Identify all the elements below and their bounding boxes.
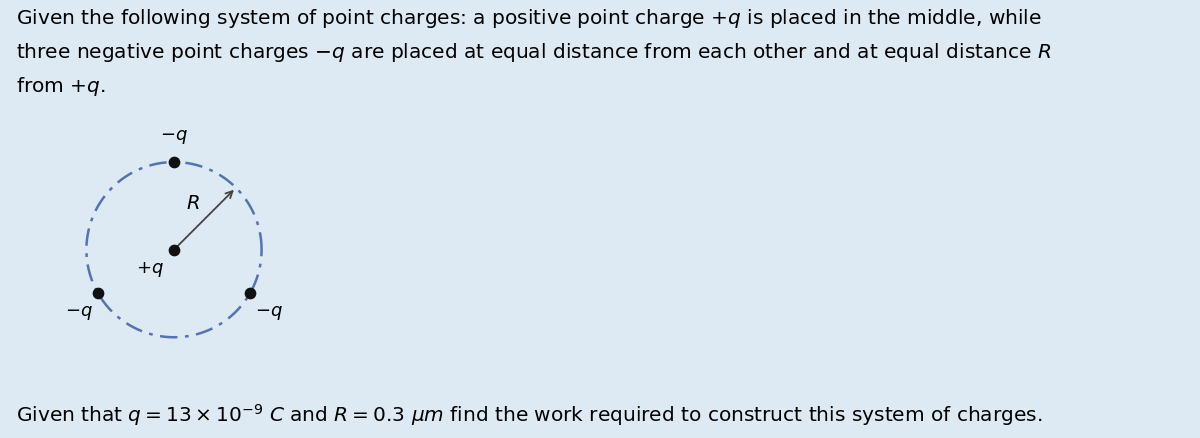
Text: $+q$: $+q$	[136, 260, 163, 279]
Point	[164, 246, 184, 253]
Text: $-q$: $-q$	[65, 304, 92, 322]
Text: $-q$: $-q$	[256, 304, 283, 322]
Text: $R$: $R$	[186, 194, 200, 213]
Text: Given that $q = 13 \times 10^{-9}$ $C$ and $R = 0.3$ $\mu m$ find the work requi: Given that $q = 13 \times 10^{-9}$ $C$ a…	[16, 403, 1042, 428]
Point	[240, 290, 259, 297]
Text: Given the following system of point charges: a positive point charge $+q$ is pla: Given the following system of point char…	[16, 7, 1051, 98]
Text: $-q$: $-q$	[160, 128, 188, 146]
Point	[164, 159, 184, 166]
Point	[89, 290, 108, 297]
